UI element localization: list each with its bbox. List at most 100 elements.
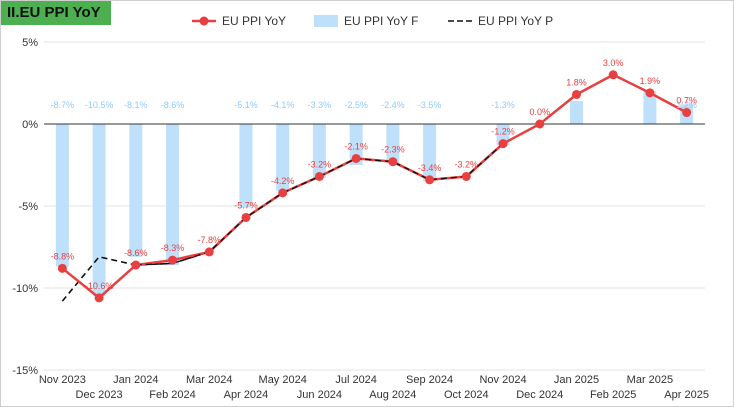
x-tick-label: Mar 2025 [627, 374, 673, 386]
forecast-bar [276, 124, 290, 192]
ppi-label: -3.4% [418, 163, 442, 173]
x-tick-label: Aug 2024 [369, 389, 416, 401]
ppi-label: -7.8% [197, 235, 221, 245]
x-tick-label: Jun 2024 [297, 389, 342, 401]
forecast-bar [239, 124, 253, 208]
ppi-point [425, 175, 435, 185]
legend-swatch-bar [314, 15, 338, 27]
ppi-label: -4.2% [271, 176, 295, 186]
forecast-bar [386, 124, 400, 164]
forecast-bar-label: -4.1% [271, 100, 295, 110]
x-tick-label: May 2024 [259, 374, 307, 386]
ppi-label: -8.6% [124, 248, 148, 258]
x-tick-label: Nov 2023 [39, 374, 86, 386]
preliminary-line [61, 73, 688, 302]
legend-label: EU PPI YoY P [478, 14, 553, 28]
ppi-line [61, 73, 688, 300]
ppi-label: -3.2% [308, 159, 332, 169]
ppi-point [168, 255, 178, 265]
ppi-point [461, 171, 471, 181]
legend: EU PPI YoY EU PPI YoY F EU PPI YoY P [192, 14, 553, 28]
x-tick-label: Jan 2024 [113, 374, 158, 386]
data-labels: -8.7% -10.5% -8.1% -8.6% -5.1% -4.1% -3.3% -2.5… [51, 58, 697, 291]
x-tick-label: Jul 2024 [335, 374, 377, 386]
forecast-bar-label: 1.2% [676, 100, 697, 110]
forecast-bar [643, 91, 657, 124]
ppi-label: -8.8% [51, 251, 75, 261]
ppi-point [608, 70, 618, 80]
x-tick-label: Dec 2024 [516, 389, 563, 401]
ppi-point [498, 139, 508, 149]
y-tick-label: -15% [12, 365, 38, 377]
x-tick-label: Nov 2024 [479, 374, 526, 386]
ppi-label: 1.8% [566, 77, 587, 87]
x-axis: Nov 2023 Dec 2023 Jan 2024 Feb 2024 Mar 2024… [39, 374, 709, 401]
forecast-bar-label: -5.1% [234, 100, 258, 110]
ppi-point [278, 188, 288, 198]
chart-title: II.EU PPI YoY [1, 1, 111, 25]
ppi-point [131, 260, 141, 270]
ppi-point [571, 89, 581, 99]
grid-lines [44, 41, 705, 371]
ppi-point [351, 153, 361, 163]
forecast-bar [129, 124, 143, 257]
ppi-point [388, 157, 398, 167]
forecast-bar [569, 101, 583, 124]
forecast-bar-label: -2.4% [381, 100, 405, 110]
y-axis: 5% 0% -5% -10% -15% [12, 37, 38, 377]
ppi-label: -5.7% [234, 200, 258, 210]
x-tick-label: Sep 2024 [406, 374, 453, 386]
ppi-label: 1.9% [640, 76, 661, 86]
ppi-point [314, 171, 324, 181]
forecast-bar [496, 124, 510, 146]
ppi-point [535, 119, 545, 129]
ppi-label: 0.7% [676, 96, 697, 106]
forecast-bar [92, 124, 106, 297]
ppi-label: 0.0% [529, 107, 550, 117]
ppi-point [682, 108, 692, 118]
x-tick-label: Feb 2025 [590, 389, 636, 401]
forecast-bar-label: -3.3% [308, 100, 332, 110]
x-tick-label: Oct 2024 [444, 389, 489, 401]
forecast-bar-label: -1.3% [491, 100, 515, 110]
series-lines [61, 73, 688, 302]
ppi-point [57, 263, 67, 273]
forecast-bars [55, 91, 694, 297]
x-tick-label: Mar 2024 [186, 374, 232, 386]
ppi-point [204, 247, 214, 257]
forecast-bar-label: -8.1% [124, 100, 148, 110]
forecast-bar [166, 124, 180, 266]
ppi-label: -8.3% [161, 243, 185, 253]
series-points [57, 70, 692, 303]
ppi-label: -3.2% [455, 159, 479, 169]
y-tick-label: 5% [22, 37, 38, 49]
preliminary-line-overlay [135, 143, 504, 266]
legend-label: EU PPI YoY F [344, 14, 419, 28]
y-tick-label: 0% [22, 119, 38, 131]
forecast-bar-label: -10.5% [85, 100, 114, 110]
legend-swatch-dot [199, 16, 209, 26]
forecast-bar [423, 124, 437, 182]
x-tick-label: Apr 2024 [224, 389, 269, 401]
forecast-bar-label: -2.5% [344, 100, 368, 110]
x-tick-label: Apr 2025 [664, 389, 709, 401]
y-tick-label: -10% [12, 283, 38, 295]
ppi-point [645, 88, 655, 98]
forecast-bar-label: -8.6% [161, 100, 185, 110]
forecast-bar-label: -3.5% [418, 100, 442, 110]
ppi-label: -2.1% [344, 141, 368, 151]
forecast-bar [349, 124, 363, 165]
legend-label: EU PPI YoY [222, 14, 286, 28]
ppi-label: -10.6% [85, 281, 114, 291]
ppi-label: 3.0% [603, 58, 624, 68]
ppi-label: -2.3% [381, 145, 405, 155]
forecast-bar [312, 124, 326, 179]
x-tick-label: Dec 2023 [76, 389, 123, 401]
forecast-bar [55, 124, 69, 267]
y-tick-label: -5% [18, 201, 38, 213]
ppi-point [94, 293, 104, 303]
x-tick-label: Feb 2024 [149, 389, 195, 401]
ppi-label: -1.2% [491, 127, 515, 137]
x-tick-label: Jan 2025 [554, 374, 599, 386]
